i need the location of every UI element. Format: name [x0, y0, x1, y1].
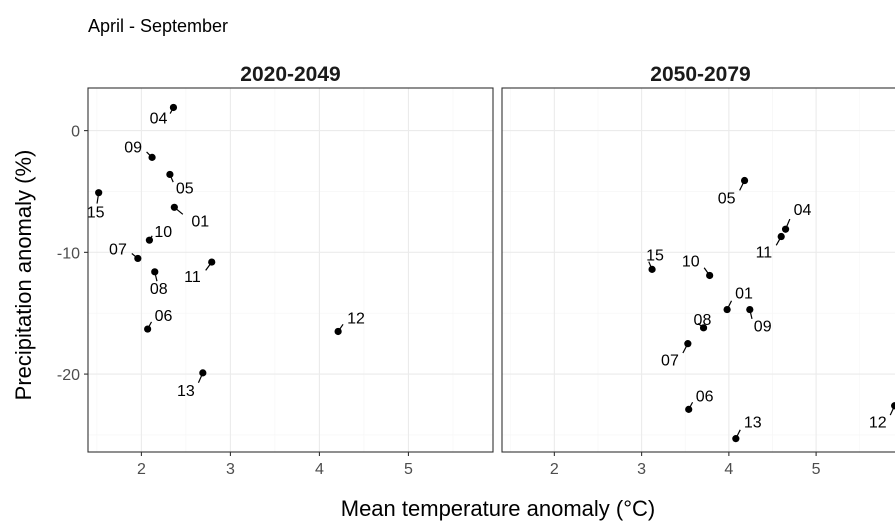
point-label-07: 07 — [661, 353, 679, 370]
point-label-13: 13 — [744, 415, 762, 432]
point-label-05: 05 — [718, 191, 736, 208]
point-13 — [732, 435, 740, 443]
point-11 — [777, 232, 785, 241]
panel-2020-2049: 04 09 05 15 01 10 07 11 08 06 12 13 2020-2049 2 3 4 5 0 -1… — [57, 63, 494, 478]
x-tick-label: 3 — [637, 461, 646, 478]
point-label-11: 11 — [184, 269, 201, 286]
point-07 — [134, 254, 142, 263]
point-08 — [151, 268, 159, 276]
x-axis-title: Mean temperature anomaly (°C) — [341, 496, 655, 521]
x-tick-label: 4 — [724, 461, 733, 478]
y-tick-label: -10 — [57, 245, 80, 262]
point-label-04: 04 — [150, 110, 168, 127]
point-04 — [781, 225, 790, 233]
point-label-04: 04 — [794, 202, 812, 219]
x-tick-label: 5 — [812, 461, 821, 478]
point-label-10: 10 — [682, 253, 700, 270]
chart-subtitle: April - September — [88, 16, 228, 36]
point-12 — [891, 402, 895, 410]
point-label-01: 01 — [191, 213, 209, 230]
point-10 — [706, 271, 714, 280]
point-label-10: 10 — [154, 224, 172, 241]
point-04 — [169, 103, 178, 112]
x-tick-label: 4 — [315, 461, 324, 478]
point-label-09: 09 — [754, 319, 772, 336]
point-label-07: 07 — [109, 241, 127, 258]
panels-layer: 04 09 05 15 01 10 07 11 08 06 12 13 2020-2049 2 3 4 5 0 -1… — [57, 63, 895, 478]
point-01 — [170, 203, 178, 211]
point-label-06: 06 — [155, 308, 173, 325]
point-12 — [334, 327, 342, 336]
point-label-05: 05 — [176, 180, 194, 197]
x-tick-label: 2 — [550, 461, 559, 478]
panel-title: 2050-2079 — [650, 63, 750, 86]
point-09 — [746, 305, 754, 314]
point-05 — [740, 176, 749, 185]
y-tick-label: -20 — [57, 367, 80, 384]
panel-title: 2020-2049 — [240, 63, 340, 86]
point-label-06: 06 — [696, 388, 714, 405]
point-label-12: 12 — [869, 415, 887, 432]
point-09 — [148, 153, 156, 161]
point-08 — [699, 324, 708, 332]
point-label-13: 13 — [177, 383, 195, 400]
point-label-08: 08 — [150, 281, 168, 298]
panel-border — [87, 87, 494, 453]
y-tick-label: 0 — [71, 124, 80, 141]
point-label-15: 15 — [646, 247, 664, 264]
point-15 — [648, 265, 656, 273]
point-label-15: 15 — [87, 205, 105, 222]
point-10 — [145, 236, 154, 244]
x-tick-label: 2 — [137, 461, 146, 478]
point-label-09: 09 — [124, 139, 142, 156]
point-05 — [166, 170, 174, 179]
point-15 — [95, 189, 103, 197]
panel-plot-area: 04 09 05 15 01 10 07 11 08 06 12 13 — [87, 88, 493, 452]
point-06 — [685, 405, 693, 413]
x-tick-label: 5 — [404, 461, 413, 478]
point-11 — [208, 258, 216, 266]
point-label-08: 08 — [694, 312, 712, 329]
point-13 — [199, 369, 207, 377]
y-axis-title: Precipitation anomaly (%) — [11, 150, 36, 401]
point-07 — [684, 340, 692, 348]
x-tick-label: 3 — [226, 461, 235, 478]
panel-border — [501, 87, 895, 453]
point-label-12: 12 — [347, 310, 365, 327]
point-label-01: 01 — [735, 286, 753, 303]
point-06 — [144, 325, 152, 333]
point-01 — [723, 305, 731, 314]
point-label-11: 11 — [756, 245, 773, 262]
